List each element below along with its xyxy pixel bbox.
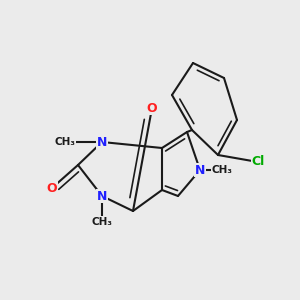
- Text: N: N: [97, 136, 107, 148]
- Text: O: O: [147, 101, 157, 115]
- Text: O: O: [47, 182, 57, 194]
- Text: CH₃: CH₃: [212, 165, 233, 175]
- Text: CH₃: CH₃: [92, 217, 112, 227]
- Text: N: N: [97, 190, 107, 202]
- Text: CH₃: CH₃: [55, 137, 76, 147]
- Text: N: N: [195, 164, 205, 176]
- Text: Cl: Cl: [251, 155, 265, 169]
